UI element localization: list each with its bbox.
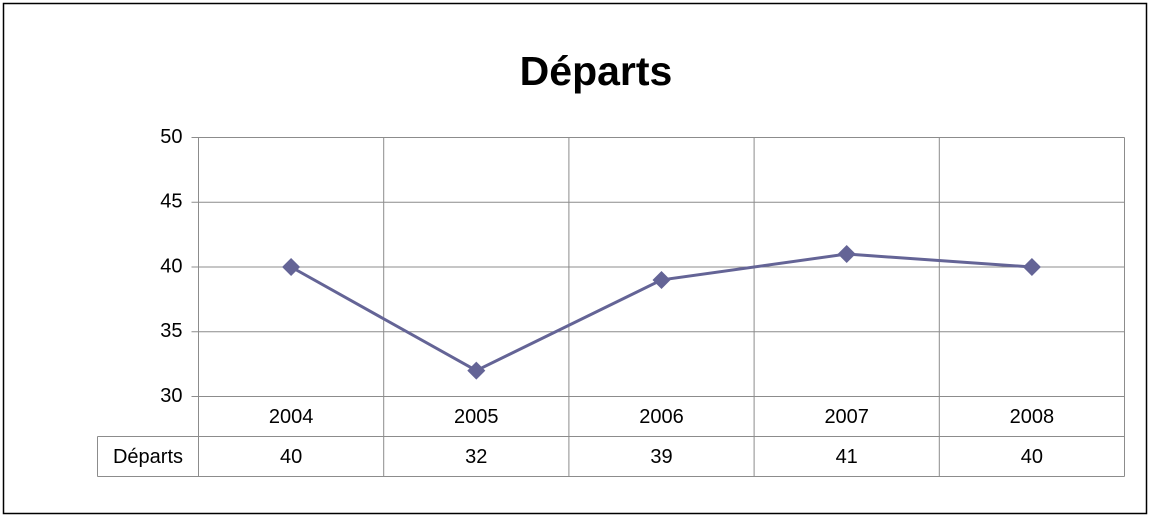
y-tick-label: 50 — [160, 126, 182, 148]
table-value: 39 — [650, 446, 672, 468]
y-tick-label: 40 — [160, 255, 182, 277]
marker — [837, 245, 856, 264]
marker — [652, 270, 671, 289]
marker — [1022, 258, 1041, 276]
y-tick-label: 30 — [160, 385, 182, 407]
x-tick-label: 2008 — [1010, 406, 1055, 428]
table-value: 40 — [280, 446, 302, 468]
chart-title: Départs — [520, 48, 673, 94]
table-value: 40 — [1021, 446, 1043, 468]
x-tick-label: 2004 — [269, 406, 314, 428]
table-value: 32 — [465, 446, 487, 468]
marker — [467, 361, 486, 380]
x-tick-label: 2007 — [824, 406, 869, 428]
y-tick-label: 35 — [160, 320, 182, 342]
x-tick-label: 2005 — [454, 406, 499, 428]
y-tick-label: 45 — [160, 191, 182, 213]
x-tick-label: 2006 — [639, 406, 684, 428]
legend-label: Départs — [113, 446, 183, 468]
table-value: 41 — [836, 446, 858, 468]
marker — [282, 258, 301, 276]
